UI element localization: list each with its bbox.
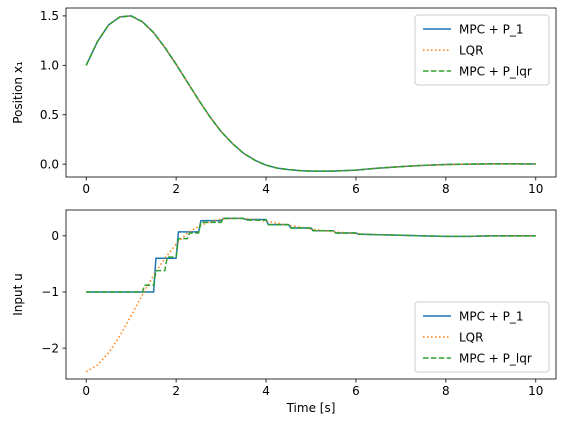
subplot-1: 0 2 4 6 8 10 0.0 0.5 1.0 1.5 Position x₁ MPC + P_1 L… bbox=[11, 7, 557, 196]
series-line-mpc-p-lqr bbox=[85, 15, 536, 172]
x-tick-label: 2 bbox=[172, 384, 180, 398]
legend: MPC + P_1 LQR MPC + P_lqr bbox=[414, 14, 550, 86]
y-axis-label: Input u bbox=[11, 273, 25, 316]
y-tick-label: −2 bbox=[41, 341, 59, 355]
y-tick-label: 1.5 bbox=[40, 9, 59, 23]
x-axis-label: Time [s] bbox=[286, 401, 336, 415]
y-tick-label: 0 bbox=[51, 229, 59, 243]
x-tick-label: 6 bbox=[352, 384, 360, 398]
y-tick-label: 1.0 bbox=[40, 59, 59, 73]
x-tick-label: 6 bbox=[352, 182, 360, 196]
x-tick-label: 0 bbox=[82, 384, 90, 398]
legend-label: LQR bbox=[459, 331, 483, 345]
x-tick-label: 8 bbox=[442, 384, 450, 398]
y-tick-label: 0.0 bbox=[40, 157, 59, 171]
x-tick-label: 10 bbox=[528, 182, 543, 196]
series-line-mpc-p-lqr bbox=[86, 217, 536, 293]
legend-label: MPC + P_1 bbox=[459, 23, 524, 37]
x-tick-label: 4 bbox=[262, 384, 270, 398]
legend-label: MPC + P_1 bbox=[459, 310, 524, 324]
y-axis-label: Position x₁ bbox=[11, 61, 25, 124]
legend-label: MPC + P_lqr bbox=[459, 65, 532, 79]
legend-box bbox=[414, 14, 550, 86]
y-tick-label: 0.5 bbox=[40, 108, 59, 122]
legend: MPC + P_1 LQR MPC + P_lqr bbox=[414, 301, 550, 373]
y-tick-label: −1 bbox=[41, 285, 59, 299]
x-tick-label: 4 bbox=[262, 182, 270, 196]
x-tick-label: 2 bbox=[172, 182, 180, 196]
x-tick-label: 10 bbox=[528, 384, 543, 398]
legend-box bbox=[414, 301, 550, 373]
legend-label: LQR bbox=[459, 44, 483, 58]
x-tick-label: 0 bbox=[82, 182, 90, 196]
legend-label: MPC + P_lqr bbox=[459, 352, 532, 366]
x-tick-label: 8 bbox=[442, 182, 450, 196]
